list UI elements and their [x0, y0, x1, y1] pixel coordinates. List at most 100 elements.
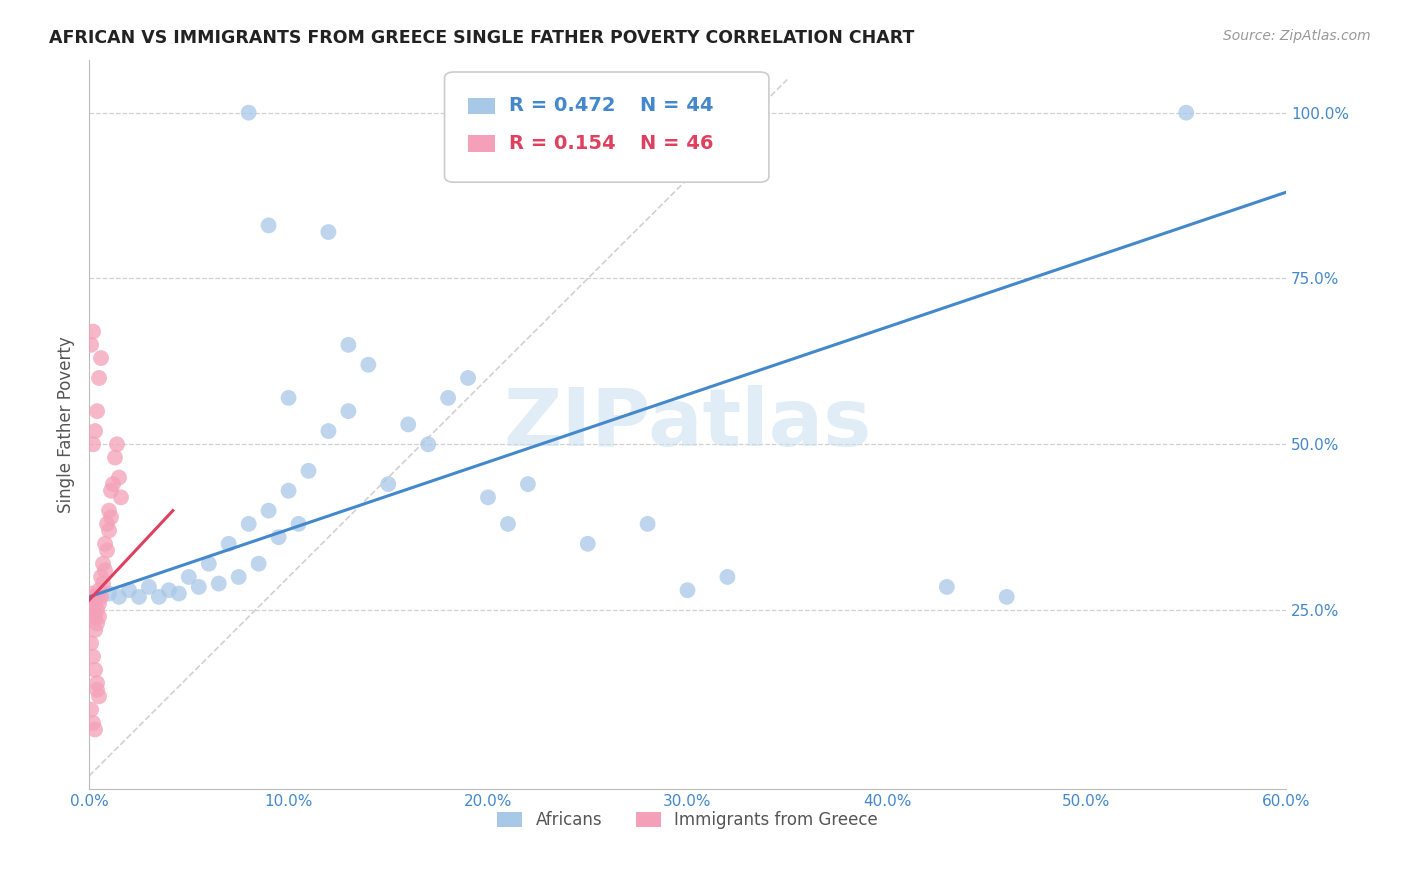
Point	[716, 570, 738, 584]
Point	[87, 583, 110, 598]
Point	[118, 583, 141, 598]
Point	[82, 590, 104, 604]
Point	[257, 219, 280, 233]
Point	[86, 682, 108, 697]
Point	[247, 557, 270, 571]
Point	[337, 338, 360, 352]
Point	[87, 371, 110, 385]
Point	[100, 483, 122, 498]
Point	[84, 597, 107, 611]
Text: ZIPatlas: ZIPatlas	[503, 385, 872, 464]
Point	[87, 690, 110, 704]
Text: Source: ZipAtlas.com: Source: ZipAtlas.com	[1223, 29, 1371, 43]
Point	[82, 609, 104, 624]
Point	[128, 590, 150, 604]
Point	[91, 576, 114, 591]
Point	[197, 557, 219, 571]
Point	[1175, 105, 1198, 120]
Point	[80, 586, 103, 600]
Text: N = 46: N = 46	[640, 134, 713, 153]
Point	[84, 424, 107, 438]
Point	[96, 543, 118, 558]
Point	[80, 636, 103, 650]
Point	[676, 583, 699, 598]
Point	[318, 424, 340, 438]
Point	[105, 437, 128, 451]
Point	[457, 371, 479, 385]
Point	[86, 676, 108, 690]
Point	[94, 563, 117, 577]
FancyBboxPatch shape	[468, 136, 495, 152]
Point	[94, 537, 117, 551]
Point	[297, 464, 319, 478]
Point	[86, 603, 108, 617]
Text: R = 0.472: R = 0.472	[509, 96, 616, 115]
Text: R = 0.154: R = 0.154	[509, 134, 616, 153]
Point	[84, 663, 107, 677]
Point	[357, 358, 380, 372]
Y-axis label: Single Father Poverty: Single Father Poverty	[58, 336, 75, 513]
Point	[98, 503, 121, 517]
Point	[167, 586, 190, 600]
Point	[82, 437, 104, 451]
Point	[80, 338, 103, 352]
Point	[82, 325, 104, 339]
Text: N = 44: N = 44	[640, 96, 713, 115]
Point	[86, 616, 108, 631]
Point	[267, 530, 290, 544]
Point	[98, 524, 121, 538]
Point	[935, 580, 957, 594]
Point	[84, 723, 107, 737]
Point	[437, 391, 460, 405]
Point	[87, 597, 110, 611]
Point	[80, 603, 103, 617]
Point	[477, 491, 499, 505]
Point	[84, 609, 107, 624]
Point	[337, 404, 360, 418]
Point	[90, 351, 112, 365]
Point	[377, 477, 399, 491]
Point	[87, 609, 110, 624]
Point	[208, 576, 231, 591]
Point	[82, 715, 104, 730]
Point	[82, 649, 104, 664]
Point	[91, 557, 114, 571]
Point	[86, 590, 108, 604]
Point	[637, 516, 659, 531]
Point	[157, 583, 180, 598]
Point	[238, 516, 260, 531]
Point	[96, 516, 118, 531]
Legend: Africans, Immigrants from Greece: Africans, Immigrants from Greece	[491, 805, 884, 836]
FancyBboxPatch shape	[468, 97, 495, 113]
Point	[277, 483, 299, 498]
Point	[110, 491, 132, 505]
Point	[576, 537, 599, 551]
Point	[995, 590, 1018, 604]
Point	[496, 516, 519, 531]
Point	[218, 537, 240, 551]
Point	[80, 703, 103, 717]
Point	[318, 225, 340, 239]
FancyBboxPatch shape	[444, 72, 769, 182]
Point	[90, 570, 112, 584]
Point	[287, 516, 309, 531]
Point	[100, 510, 122, 524]
Point	[228, 570, 250, 584]
Point	[104, 450, 127, 465]
Point	[108, 470, 131, 484]
Point	[396, 417, 419, 432]
Point	[108, 590, 131, 604]
Point	[90, 590, 112, 604]
Point	[238, 105, 260, 120]
Point	[177, 570, 200, 584]
Point	[86, 404, 108, 418]
Point	[418, 437, 440, 451]
Point	[516, 477, 538, 491]
Point	[148, 590, 170, 604]
Point	[84, 623, 107, 637]
Point	[138, 580, 160, 594]
Point	[257, 503, 280, 517]
Point	[187, 580, 209, 594]
Point	[277, 391, 299, 405]
Text: AFRICAN VS IMMIGRANTS FROM GREECE SINGLE FATHER POVERTY CORRELATION CHART: AFRICAN VS IMMIGRANTS FROM GREECE SINGLE…	[49, 29, 914, 46]
